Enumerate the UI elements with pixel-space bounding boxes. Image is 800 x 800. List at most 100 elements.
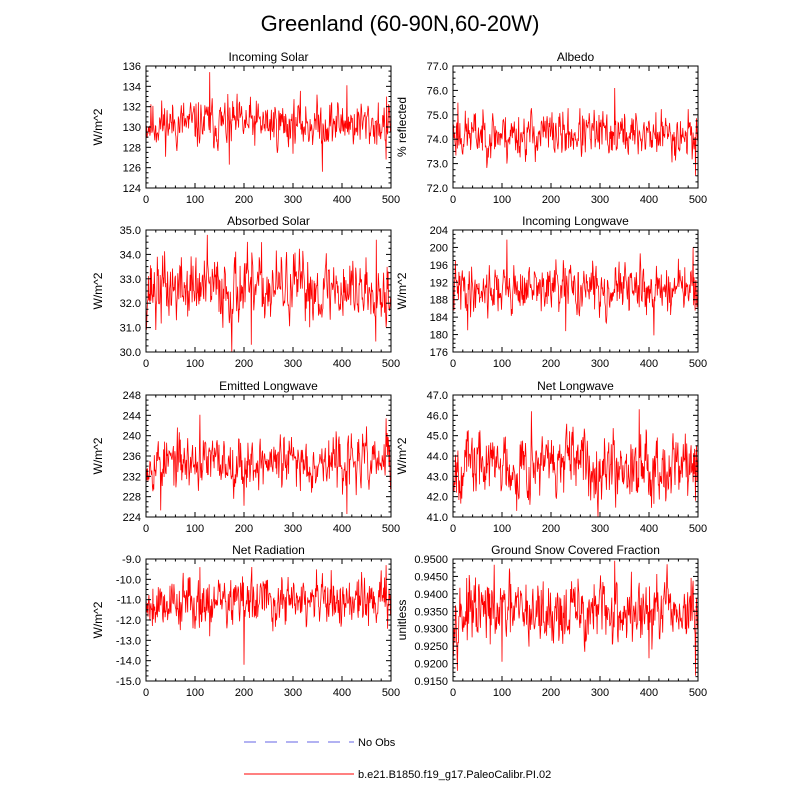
y-tick-label-emitted-longwave: 248	[123, 390, 141, 402]
y-tick-label-ground-snow-covered-fraction: 0.9300	[414, 624, 448, 636]
y-tick-label-net-longwave: 44.0	[427, 451, 448, 463]
x-tick-label-net-longwave: 300	[591, 523, 609, 535]
x-tick-label-absorbed-solar: 500	[382, 358, 400, 370]
y-axis-label-ground-snow-covered-fraction: unitless	[395, 600, 409, 641]
x-tick-label-albedo: 300	[591, 194, 609, 206]
panel-ground-snow-covered-fraction: 0 100 200 300 400 500 0.9150 0.9200 0.9250 0.9300…	[395, 543, 707, 699]
panel-incoming-solar: 0 100 200 300 400 500 124 126 128 130 132 134 136 Inc…	[91, 50, 400, 206]
x-tick-label-ground-snow-covered-fraction: 300	[591, 687, 609, 699]
y-tick-label-net-longwave: 43.0	[427, 471, 448, 483]
y-tick-label-ground-snow-covered-fraction: 0.9500	[414, 554, 448, 566]
panel-net-radiation: 0 100 200 300 400 500 -15.0 -14.0 -13.0 -12.0 -11.…	[91, 543, 400, 699]
y-tick-label-emitted-longwave: 240	[123, 431, 141, 443]
y-tick-label-ground-snow-covered-fraction: 0.9400	[414, 589, 448, 601]
y-tick-label-incoming-longwave: 204	[430, 225, 448, 237]
x-tick-label-absorbed-solar: 0	[143, 358, 149, 370]
y-tick-label-net-longwave: 46.0	[427, 410, 448, 422]
x-tick-label-net-radiation: 0	[143, 687, 149, 699]
y-tick-label-emitted-longwave: 224	[123, 512, 141, 524]
x-tick-label-albedo: 400	[640, 194, 658, 206]
x-tick-label-ground-snow-covered-fraction: 400	[640, 687, 658, 699]
y-tick-label-net-radiation: -9.0	[122, 554, 141, 566]
panel-title-absorbed-solar: Absorbed Solar	[227, 214, 310, 228]
x-tick-label-incoming-longwave: 200	[542, 358, 560, 370]
panel-title-emitted-longwave: Emitted Longwave	[219, 379, 318, 393]
y-tick-label-incoming-longwave: 184	[430, 312, 448, 324]
legend-label-model: b.e21.B1850.f19_g17.PaleoCalibr.PI.02	[358, 769, 551, 781]
y-tick-label-net-radiation: -11.0	[117, 595, 141, 607]
y-tick-label-net-longwave: 41.0	[427, 512, 448, 524]
y-tick-label-absorbed-solar: 35.0	[120, 225, 141, 237]
plot-frame-emitted-longwave	[145, 394, 392, 518]
x-tick-label-albedo: 500	[689, 194, 707, 206]
series-line-net-radiation	[145, 565, 392, 665]
y-tick-label-absorbed-solar: 31.0	[120, 323, 141, 335]
y-tick-label-albedo: 72.0	[427, 183, 448, 195]
y-axis-label-incoming-longwave: W/m^2	[395, 272, 409, 309]
y-tick-label-albedo: 77.0	[427, 61, 448, 73]
x-tick-label-emitted-longwave: 200	[235, 523, 253, 535]
series-line-ground-snow-covered-fraction	[452, 560, 699, 676]
series-line-incoming-solar	[145, 72, 392, 172]
x-tick-label-incoming-solar: 300	[284, 194, 302, 206]
figure-title: Greenland (60-90N,60-20W)	[261, 11, 540, 36]
x-tick-label-emitted-longwave: 300	[284, 523, 302, 535]
y-tick-label-incoming-longwave: 192	[430, 277, 448, 289]
x-tick-label-absorbed-solar: 100	[186, 358, 204, 370]
y-tick-label-ground-snow-covered-fraction: 0.9150	[414, 676, 448, 688]
x-tick-label-incoming-longwave: 400	[640, 358, 658, 370]
x-tick-label-net-longwave: 500	[689, 523, 707, 535]
series-line-albedo	[452, 87, 699, 176]
x-tick-label-emitted-longwave: 100	[186, 523, 204, 535]
x-tick-label-net-longwave: 0	[450, 523, 456, 535]
x-tick-label-net-longwave: 200	[542, 523, 560, 535]
series-line-net-longwave	[452, 409, 699, 518]
y-tick-label-incoming-longwave: 200	[430, 242, 448, 254]
y-tick-label-net-longwave: 47.0	[427, 390, 448, 402]
x-tick-label-incoming-solar: 500	[382, 194, 400, 206]
panel-title-net-longwave: Net Longwave	[537, 379, 614, 393]
y-tick-label-incoming-solar: 136	[123, 61, 141, 73]
y-tick-label-incoming-solar: 128	[123, 142, 141, 154]
panel-title-ground-snow-covered-fraction: Ground Snow Covered Fraction	[491, 543, 660, 557]
x-tick-label-net-radiation: 500	[382, 687, 400, 699]
legend: No Obs b.e21.B1850.f19_g17.PaleoCalibr.P…	[244, 737, 551, 781]
x-tick-label-absorbed-solar: 400	[333, 358, 351, 370]
x-tick-label-incoming-longwave: 0	[450, 358, 456, 370]
x-tick-label-absorbed-solar: 200	[235, 358, 253, 370]
y-tick-label-net-radiation: -14.0	[116, 656, 141, 668]
y-tick-label-incoming-solar: 130	[123, 122, 141, 134]
x-tick-label-emitted-longwave: 400	[333, 523, 351, 535]
x-tick-label-net-radiation: 100	[186, 687, 204, 699]
y-tick-label-emitted-longwave: 236	[123, 451, 141, 463]
y-tick-label-net-radiation: -15.0	[116, 676, 141, 688]
y-tick-label-incoming-longwave: 196	[430, 260, 448, 272]
y-tick-label-absorbed-solar: 34.0	[120, 249, 141, 261]
series-line-absorbed-solar	[145, 234, 392, 353]
panel-emitted-longwave: 0 100 200 300 400 500 224 228 232 236 240 244 248 Emi…	[91, 379, 400, 535]
y-axis-label-emitted-longwave: W/m^2	[91, 437, 105, 474]
y-tick-label-ground-snow-covered-fraction: 0.9250	[414, 641, 448, 653]
x-tick-label-net-radiation: 200	[235, 687, 253, 699]
chart-panels: 0 100 200 300 400 500 124 126 128 130 132 134 136 Inc…	[91, 50, 707, 699]
x-tick-label-albedo: 100	[493, 194, 511, 206]
x-tick-label-net-longwave: 100	[493, 523, 511, 535]
y-axis-label-incoming-solar: W/m^2	[91, 108, 105, 145]
y-tick-label-emitted-longwave: 232	[123, 471, 141, 483]
y-tick-label-incoming-longwave: 180	[430, 330, 448, 342]
panel-title-incoming-longwave: Incoming Longwave	[522, 214, 629, 228]
y-tick-label-incoming-solar: 134	[123, 81, 141, 93]
panel-title-albedo: Albedo	[557, 50, 595, 64]
y-tick-label-absorbed-solar: 33.0	[120, 274, 141, 286]
y-tick-label-ground-snow-covered-fraction: 0.9350	[414, 606, 448, 618]
x-tick-label-incoming-solar: 200	[235, 194, 253, 206]
y-tick-label-ground-snow-covered-fraction: 0.9450	[414, 571, 448, 583]
y-tick-label-emitted-longwave: 244	[123, 410, 141, 422]
x-tick-label-ground-snow-covered-fraction: 500	[689, 687, 707, 699]
y-tick-label-incoming-longwave: 188	[430, 295, 448, 307]
panel-title-net-radiation: Net Radiation	[232, 543, 305, 557]
x-tick-label-net-longwave: 400	[640, 523, 658, 535]
y-tick-label-net-longwave: 45.0	[427, 431, 448, 443]
y-axis-label-net-radiation: W/m^2	[91, 601, 105, 638]
panel-incoming-longwave: 0 100 200 300 400 500 176 180 184 188 192 196 200 204…	[395, 214, 707, 370]
